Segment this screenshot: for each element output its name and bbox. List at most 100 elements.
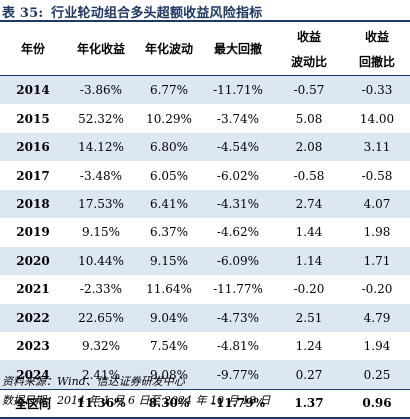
value-cell: 7.54%	[136, 331, 202, 361]
table-row: 2021 -2.33% 11.64% -11.77% -0.20 -0.20	[0, 275, 410, 304]
table-title-text: 行业轮动组合多头超额收益风险指标	[51, 6, 263, 21]
date-note: 数据日期：2014 年 1 月 6 日至 2024 年 10 月 18 日	[2, 394, 271, 407]
value-cell: 9.15%	[66, 218, 136, 247]
table-row: 2022 22.65% 9.04% -4.73% 2.51 4.79	[0, 303, 410, 332]
value-cell: -3.48%	[66, 161, 136, 190]
table-row: 2024 2.41% 9.08% -9.77% 0.27 0.25	[0, 360, 410, 390]
value-cell: 1.24	[274, 331, 344, 361]
header-max-drawdown: 最大回撤	[213, 42, 262, 56]
total-value-cell: -11.79%	[202, 388, 274, 419]
source-note: 资料来源：Wind、信达证券研发中心	[2, 375, 185, 388]
value-cell: 1.94	[344, 331, 410, 361]
top-rule	[0, 20, 410, 22]
value-cell: -11.71%	[202, 75, 274, 105]
value-cell: 6.41%	[136, 189, 202, 219]
table-row: 2015 52.32% 10.29% -3.74% 5.08 14.00	[0, 104, 410, 133]
value-cell: 10.44%	[66, 246, 136, 276]
value-cell: 1.14	[274, 246, 344, 276]
year-cell: 2016	[0, 132, 66, 162]
table-row: 2016 14.12% 6.80% -4.54% 2.08 3.11	[0, 132, 410, 162]
year-cell: 2020	[0, 246, 66, 276]
total-value-cell: 11.36%	[66, 388, 136, 419]
value-cell: 1.98	[344, 218, 410, 247]
value-cell: 17.53%	[66, 189, 136, 219]
value-cell: -3.74%	[202, 104, 274, 133]
value-cell: -0.33	[344, 75, 410, 105]
table-row: 2018 17.53% 6.41% -4.31% 2.74 4.07	[0, 189, 410, 219]
value-cell: 6.37%	[136, 218, 202, 247]
value-cell: 2.08	[274, 132, 344, 162]
year-cell: 2024	[0, 360, 66, 390]
value-cell: 4.07	[344, 189, 410, 219]
year-cell: 2023	[0, 331, 66, 361]
value-cell: 11.64%	[136, 275, 202, 304]
year-cell: 2019	[0, 218, 66, 247]
value-cell: 0.27	[274, 360, 344, 390]
year-cell: 2021	[0, 275, 66, 304]
table-title: 表 35: 行业轮动组合多头超额收益风险指标	[2, 2, 262, 21]
value-cell: 6.77%	[136, 75, 202, 105]
value-cell: 22.65%	[66, 303, 136, 332]
table-body: 2014 -3.86% 6.77% -11.71% -0.57 -0.33 2015 52.3…	[0, 75, 410, 419]
value-cell: 9.32%	[66, 331, 136, 361]
total-value-cell: 8.30%	[136, 388, 202, 419]
value-cell: 9.08%	[136, 360, 202, 390]
value-cell: 4.79	[344, 303, 410, 332]
value-cell: 1.71	[344, 246, 410, 276]
value-cell: 2.51	[274, 303, 344, 332]
value-cell: -3.86%	[66, 75, 136, 105]
value-cell: -0.58	[344, 161, 410, 190]
table-row: 2023 9.32% 7.54% -4.81% 1.24 1.94	[0, 331, 410, 361]
value-cell: 6.05%	[136, 161, 202, 190]
total-row: 全区间 11.36% 8.30% -11.79% 1.37 0.96	[0, 388, 410, 419]
value-cell: -4.31%	[202, 189, 274, 219]
value-cell: 2.41%	[66, 360, 136, 390]
value-cell: -4.73%	[202, 303, 274, 332]
metrics-table: 年份 年化收益 年化波动 最大回撤 收益 波动比 收益 回撤比 2014 -3.86%…	[0, 22, 410, 419]
value-cell: 1.44	[274, 218, 344, 247]
value-cell: -11.77%	[202, 275, 274, 304]
header-row: 年份 年化收益 年化波动 最大回撤 收益 波动比 收益 回撤比	[0, 22, 410, 76]
year-cell: 2014	[0, 75, 66, 105]
value-cell: 14.00	[344, 104, 410, 133]
table-number: 表 35:	[2, 6, 44, 21]
header-return-drawdown-ratio: 收益 回撤比	[358, 29, 395, 69]
table-notes: 资料来源：Wind、信达证券研发中心 数据日期：2014 年 1 月 6 日至 …	[2, 372, 270, 410]
table-row: 2019 9.15% 6.37% -4.62% 1.44 1.98	[0, 218, 410, 247]
value-cell: -0.58	[274, 161, 344, 190]
value-cell: -0.20	[274, 275, 344, 304]
value-cell: -9.77%	[202, 360, 274, 390]
header-return-volatility-ratio: 收益 波动比	[290, 29, 327, 69]
value-cell: -4.62%	[202, 218, 274, 247]
value-cell: 14.12%	[66, 132, 136, 162]
value-cell: -2.33%	[66, 275, 136, 304]
total-label-cell: 全区间	[0, 388, 66, 419]
year-cell: 2017	[0, 161, 66, 190]
total-value-cell: 1.37	[274, 388, 344, 419]
year-cell: 2015	[0, 104, 66, 133]
header-annual-volatility: 年化波动	[144, 42, 193, 56]
value-cell: -0.20	[344, 275, 410, 304]
value-cell: -6.09%	[202, 246, 274, 276]
value-cell: 10.29%	[136, 104, 202, 133]
header-annual-return: 年化收益	[76, 42, 125, 56]
value-cell: 6.80%	[136, 132, 202, 162]
year-cell: 2018	[0, 189, 66, 219]
table-row: 2014 -3.86% 6.77% -11.71% -0.57 -0.33	[0, 75, 410, 105]
header-year: 年份	[20, 42, 45, 56]
table-row: 2020 10.44% 9.15% -6.09% 1.14 1.71	[0, 246, 410, 276]
value-cell: -6.02%	[202, 161, 274, 190]
value-cell: 2.74	[274, 189, 344, 219]
value-cell: 9.15%	[136, 246, 202, 276]
value-cell: 3.11	[344, 132, 410, 162]
total-value-cell: 0.96	[344, 388, 410, 419]
value-cell: 52.32%	[66, 104, 136, 133]
value-cell: -4.54%	[202, 132, 274, 162]
value-cell: 0.25	[344, 360, 410, 390]
value-cell: -0.57	[274, 75, 344, 105]
value-cell: 9.04%	[136, 303, 202, 332]
year-cell: 2022	[0, 303, 66, 332]
table-row: 2017 -3.48% 6.05% -6.02% -0.58 -0.58	[0, 161, 410, 190]
value-cell: 5.08	[274, 104, 344, 133]
value-cell: -4.81%	[202, 331, 274, 361]
